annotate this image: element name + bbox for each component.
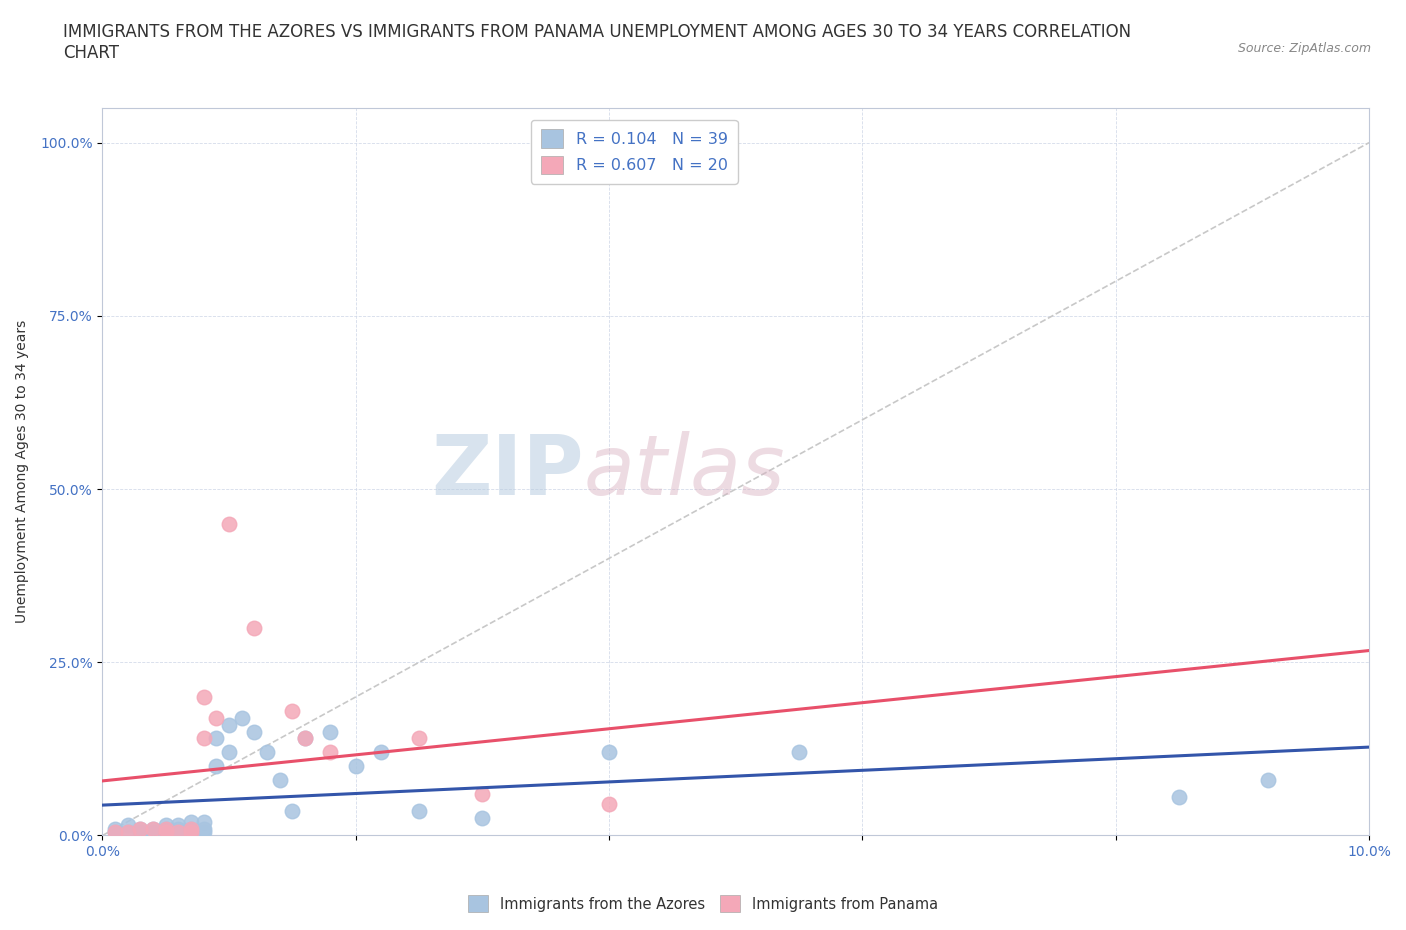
Point xyxy=(117,825,139,840)
Point xyxy=(155,821,177,836)
Point xyxy=(598,745,620,760)
Point xyxy=(319,745,342,760)
Point xyxy=(294,731,316,746)
Point xyxy=(142,825,165,840)
Legend: R = 0.104   N = 39, R = 0.607   N = 20: R = 0.104 N = 39, R = 0.607 N = 20 xyxy=(531,120,738,183)
Point xyxy=(1257,773,1279,788)
Point xyxy=(205,759,228,774)
Point xyxy=(155,825,177,840)
Point xyxy=(180,825,202,840)
Point xyxy=(243,620,266,635)
Point xyxy=(129,825,152,840)
Point xyxy=(787,745,810,760)
Point xyxy=(218,717,240,732)
Point xyxy=(142,821,165,836)
Text: IMMIGRANTS FROM THE AZORES VS IMMIGRANTS FROM PANAMA UNEMPLOYMENT AMONG AGES 30 : IMMIGRANTS FROM THE AZORES VS IMMIGRANTS… xyxy=(63,23,1132,62)
Point xyxy=(167,825,190,840)
Point xyxy=(155,817,177,832)
Point xyxy=(243,724,266,739)
Point xyxy=(231,711,253,725)
Point xyxy=(256,745,278,760)
Point xyxy=(294,731,316,746)
Point xyxy=(281,804,304,818)
Point xyxy=(193,689,215,704)
Point xyxy=(408,804,430,818)
Point xyxy=(281,703,304,718)
Point xyxy=(117,825,139,840)
Legend: Immigrants from the Azores, Immigrants from Panama: Immigrants from the Azores, Immigrants f… xyxy=(463,890,943,918)
Point xyxy=(117,817,139,832)
Point xyxy=(167,817,190,832)
Point xyxy=(142,821,165,836)
Point xyxy=(167,825,190,840)
Point xyxy=(319,724,342,739)
Point xyxy=(471,787,494,802)
Point xyxy=(104,825,127,840)
Text: ZIP: ZIP xyxy=(432,432,583,512)
Point xyxy=(218,745,240,760)
Point xyxy=(344,759,367,774)
Point xyxy=(471,811,494,826)
Point xyxy=(155,821,177,836)
Point xyxy=(408,731,430,746)
Point xyxy=(205,731,228,746)
Point xyxy=(104,821,127,836)
Point xyxy=(205,711,228,725)
Point xyxy=(269,773,291,788)
Point xyxy=(370,745,392,760)
Point xyxy=(167,821,190,836)
Text: atlas: atlas xyxy=(583,432,786,512)
Point xyxy=(193,814,215,829)
Point xyxy=(129,821,152,836)
Point xyxy=(180,825,202,840)
Text: Source: ZipAtlas.com: Source: ZipAtlas.com xyxy=(1237,42,1371,55)
Point xyxy=(129,821,152,836)
Point xyxy=(180,821,202,836)
Y-axis label: Unemployment Among Ages 30 to 34 years: Unemployment Among Ages 30 to 34 years xyxy=(15,320,30,623)
Point xyxy=(180,814,202,829)
Point xyxy=(104,825,127,840)
Point xyxy=(1168,790,1191,804)
Point xyxy=(180,821,202,836)
Point xyxy=(155,825,177,840)
Point xyxy=(193,731,215,746)
Point xyxy=(218,516,240,531)
Point xyxy=(193,825,215,840)
Point xyxy=(193,821,215,836)
Point xyxy=(598,797,620,812)
